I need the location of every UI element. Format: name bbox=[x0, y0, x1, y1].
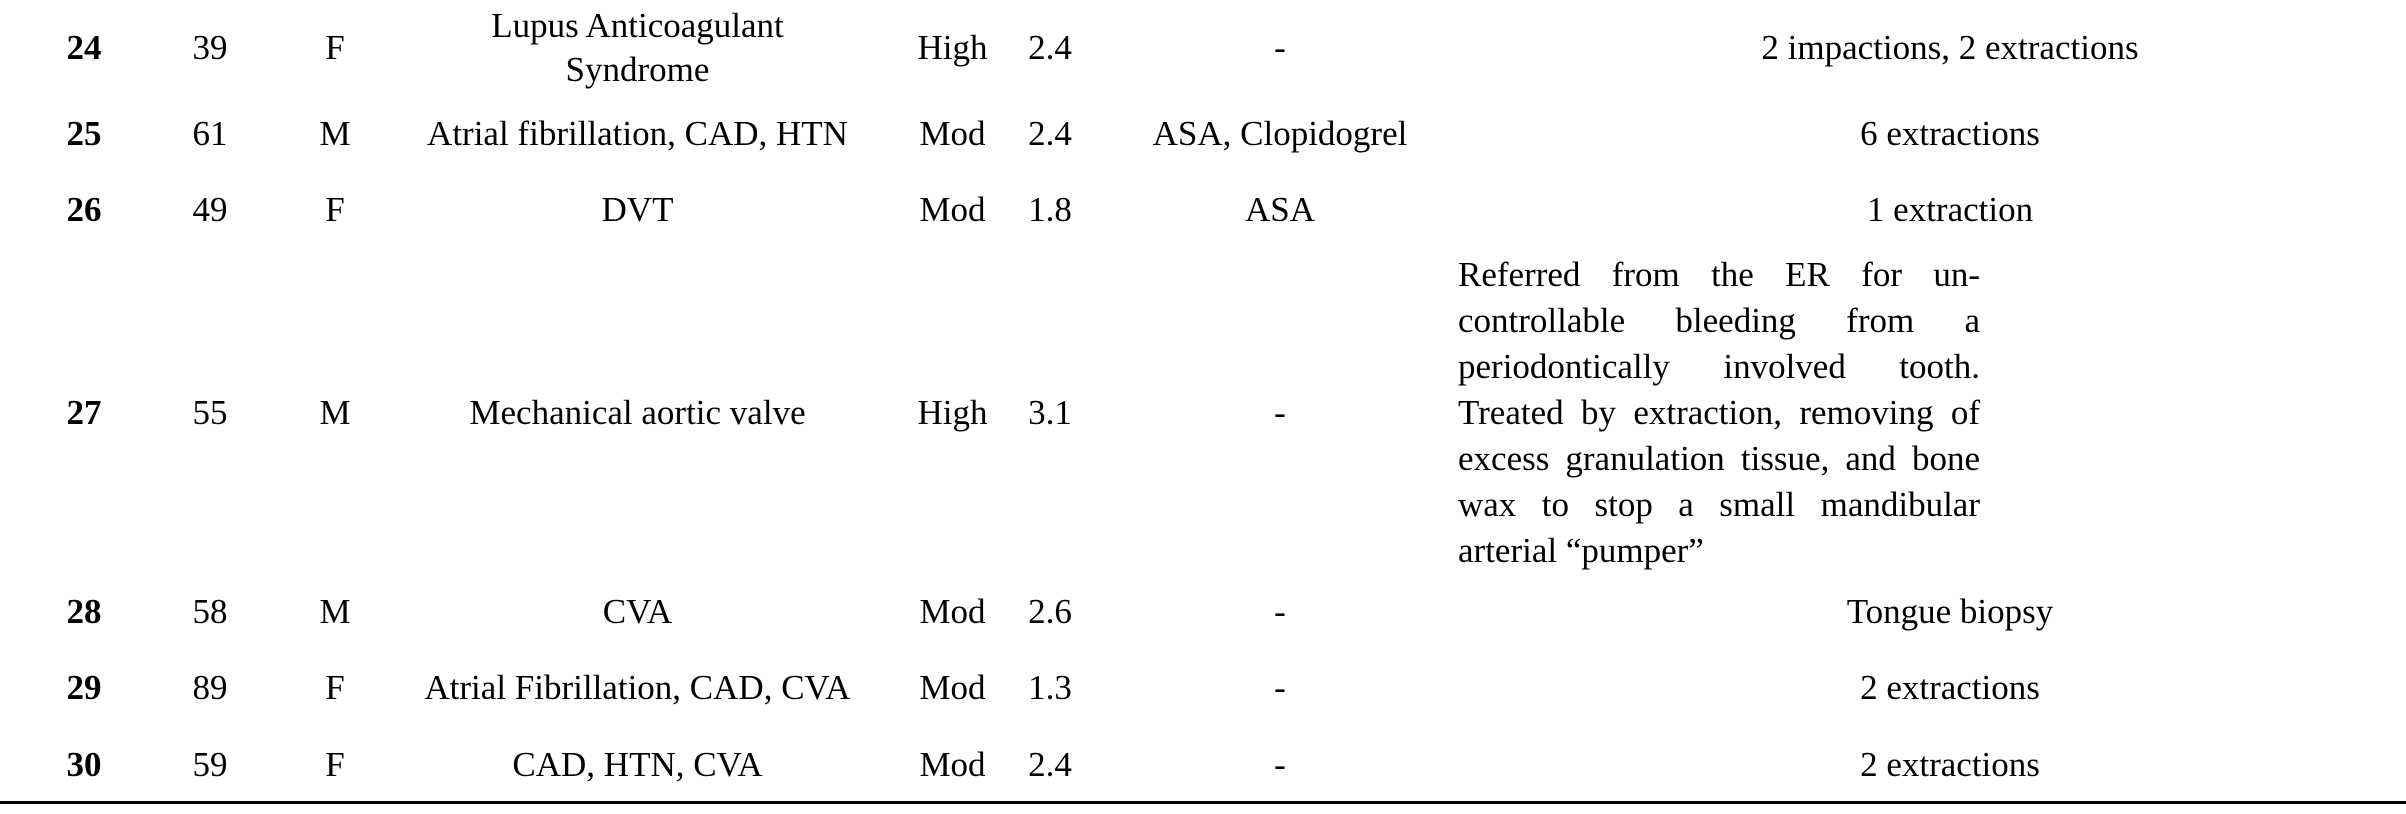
medication: - bbox=[1274, 28, 1286, 67]
patient-id: 29 bbox=[66, 668, 102, 707]
patient-age: 61 bbox=[192, 114, 228, 153]
medical-condition: CVA bbox=[602, 592, 673, 631]
table-row: 25 61 M Atrial fibrillation, CAD, HTN Mo… bbox=[0, 96, 2406, 172]
risk-level: Mod bbox=[919, 745, 986, 784]
medical-condition: DVT bbox=[601, 190, 674, 229]
medication: - bbox=[1274, 393, 1286, 432]
patient-sex: M bbox=[319, 592, 351, 631]
patient-id: 28 bbox=[66, 592, 102, 631]
medical-condition: Atrial Fibrillation, CAD, CVA bbox=[424, 668, 851, 707]
patient-sex: M bbox=[319, 114, 351, 153]
procedure: 6 extractions bbox=[1860, 114, 2040, 153]
procedure: 2 impactions, 2 extractions bbox=[1761, 28, 2139, 67]
inr-value: 1.8 bbox=[1028, 190, 1072, 229]
table-row: 28 58 M CVA Mod 2.6 - Tongue biopsy bbox=[0, 574, 2406, 650]
table-row: 27 55 M Mechanical aortic valve High 3.1… bbox=[0, 252, 2406, 574]
patient-age: 58 bbox=[192, 592, 228, 631]
patient-age: 59 bbox=[192, 745, 228, 784]
risk-level: Mod bbox=[919, 592, 986, 631]
patient-sex: F bbox=[325, 190, 345, 229]
patient-id: 30 bbox=[66, 745, 102, 784]
patient-age: 55 bbox=[192, 393, 228, 432]
procedure: Tongue biopsy bbox=[1846, 592, 2054, 631]
patient-sex: F bbox=[325, 668, 345, 707]
inr-value: 2.4 bbox=[1028, 114, 1072, 153]
patient-age: 49 bbox=[192, 190, 228, 229]
medical-condition: Atrial fibrillation, CAD, HTN bbox=[427, 114, 848, 153]
medication: - bbox=[1274, 668, 1286, 707]
medical-condition: Lupus Anticoagulant Syndrome bbox=[491, 6, 784, 89]
medical-condition: Mechanical aortic valve bbox=[469, 393, 806, 432]
inr-value: 2.4 bbox=[1028, 745, 1072, 784]
patient-age: 89 bbox=[192, 668, 228, 707]
risk-level: High bbox=[917, 393, 988, 432]
patient-age: 39 bbox=[192, 28, 228, 67]
medication: ASA, Clopidogrel bbox=[1152, 114, 1408, 153]
procedure: 2 extractions bbox=[1860, 745, 2040, 784]
medical-condition: CAD, HTN, CVA bbox=[512, 745, 763, 784]
patient-id: 24 bbox=[66, 28, 102, 67]
patient-sex: M bbox=[319, 393, 351, 432]
table-row: 29 89 F Atrial Fibrillation, CAD, CVA Mo… bbox=[0, 650, 2406, 726]
table-row: 24 39 F Lupus Anticoagulant Syndrome Hig… bbox=[0, 0, 2406, 96]
patient-id: 27 bbox=[66, 393, 102, 432]
procedure: 1 extraction bbox=[1866, 190, 2034, 229]
inr-value: 2.4 bbox=[1028, 28, 1072, 67]
procedure: Referred from the ER for un-controllable… bbox=[1458, 255, 1980, 570]
procedure: 2 extractions bbox=[1860, 668, 2040, 707]
risk-level: Mod bbox=[919, 114, 986, 153]
medication: - bbox=[1274, 745, 1286, 784]
patient-id: 25 bbox=[66, 114, 102, 153]
inr-value: 2.6 bbox=[1028, 592, 1072, 631]
table-row: 30 59 F CAD, HTN, CVA Mod 2.4 - 2 extrac… bbox=[0, 726, 2406, 804]
patient-sex: F bbox=[325, 745, 345, 784]
risk-level: Mod bbox=[919, 668, 986, 707]
medication: ASA bbox=[1244, 190, 1316, 229]
medication: - bbox=[1274, 592, 1286, 631]
risk-level: Mod bbox=[919, 190, 986, 229]
risk-level: High bbox=[917, 28, 988, 67]
inr-value: 1.3 bbox=[1028, 668, 1072, 707]
table-bottom-rule bbox=[0, 801, 2406, 804]
patient-sex: F bbox=[325, 28, 345, 67]
patient-id: 26 bbox=[66, 190, 102, 229]
table-row: 26 49 F DVT Mod 1.8 ASA 1 extraction bbox=[0, 172, 2406, 248]
inr-value: 3.1 bbox=[1028, 393, 1072, 432]
